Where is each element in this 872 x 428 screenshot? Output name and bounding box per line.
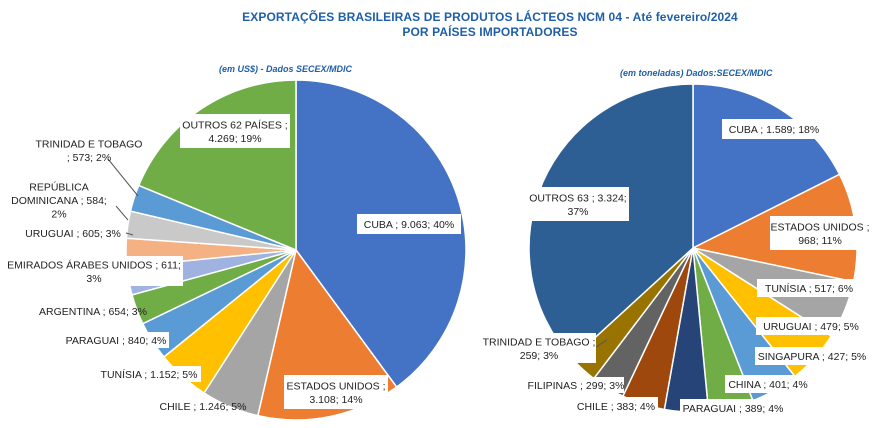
- data-label-uruguai: URUGUAI ; 605; 3%: [25, 228, 121, 240]
- data-label-box: [63, 332, 169, 348]
- leader-line: [115, 205, 129, 221]
- data-label-text: ARGENTINA ; 654; 3%: [39, 306, 147, 318]
- data-label-box: [756, 317, 866, 335]
- pie-right: CUBA ; 1.589; 18% ESTADOS UNIDOS ; 968; 11…: [482, 83, 870, 417]
- data-label-filipinas: FILIPINAS ; 299; 3%: [528, 377, 625, 393]
- data-label-text: SINGAPURA ; 427; 5%: [758, 351, 867, 363]
- data-label-republica-dominicana: REPÚBLICA DOMINICANA ; 584; 2%: [11, 181, 107, 221]
- data-label-text: OUTROS 62 PAÍSES ; 4.269; 19%: [182, 118, 287, 145]
- data-label-text: FILIPINAS ; 299; 3%: [528, 380, 625, 392]
- data-label-text: TRINIDAD E TOBAGO; 573; 2%: [36, 138, 143, 164]
- chart-title-line1: EXPORTAÇÕES BRASILEIRAS DE PRODUTOS LÁCT…: [242, 10, 738, 24]
- data-label-text: TUNÍSIA ; 517; 6%: [765, 282, 853, 295]
- data-label-uruguai: URUGUAI ; 479; 5%: [756, 317, 866, 335]
- data-label-paraguai: PARAGUAI ; 389; 4%: [680, 399, 786, 417]
- data-label-outros-62-paises: OUTROS 62 PAÍSES ; 4.269; 19%: [180, 114, 290, 148]
- data-label-box: [284, 375, 388, 409]
- data-label-box: [770, 216, 870, 250]
- data-label-estados-unidos: ESTADOS UNIDOS ; 3.108; 14%: [284, 375, 388, 409]
- data-label-box: [722, 119, 826, 139]
- data-label-text: CHILE ; 1.246; 5%: [160, 401, 247, 413]
- leader-line: [107, 158, 139, 197]
- data-label-text: TUNÍSIA ; 1.152; 5%: [101, 368, 198, 381]
- data-label-tunisia: TUNÍSIA ; 517; 6%: [757, 279, 861, 297]
- data-label-chile: CHILE ; 1.246; 5%: [160, 401, 247, 413]
- data-label-box: [680, 399, 786, 417]
- data-label-argentina: ARGENTINA ; 654; 3%: [39, 306, 147, 318]
- data-label-text: CUBA ; 1.589; 18%: [729, 124, 819, 136]
- data-label-text: CHINA ; 401; 4%: [728, 379, 807, 391]
- data-label-box: [357, 214, 461, 234]
- data-label-text: PARAGUAI ; 840; 4%: [66, 335, 167, 347]
- data-label-china: CHINA ; 401; 4%: [725, 375, 811, 393]
- data-label-text: REPÚBLICA DOMINICANA ; 584; 2%: [11, 181, 107, 221]
- pie-slice-outros-63: [528, 83, 694, 360]
- data-label-box: [482, 333, 596, 363]
- data-label-text: EMIRADOS ÁRABES UNIDOS ; 611; 3%: [7, 258, 181, 285]
- data-label-emirados-arabes-unidos: EMIRADOS ÁRABES UNIDOS ; 611; 3%: [5, 256, 183, 286]
- data-label-trinidad-e-tobago: TRINIDAD E TOBAGO; 573; 2%: [36, 138, 143, 164]
- data-label-text: OUTROS 63 ; 3.324; 37%: [529, 192, 626, 218]
- data-label-box: [97, 366, 201, 382]
- data-label-box: [757, 279, 861, 297]
- data-label-text: ESTADOS UNIDOS ; 968; 11%: [771, 221, 870, 247]
- data-label-text: URUGUAI ; 605; 3%: [25, 228, 121, 240]
- data-label-box: [755, 347, 869, 365]
- data-label-text: CHILE ; 383; 4%: [577, 401, 655, 413]
- data-label-chile: CHILE ; 383; 4%: [574, 397, 658, 415]
- data-label-tunisia: TUNÍSIA ; 1.152; 5%: [97, 366, 201, 382]
- data-label-text: ESTADOS UNIDOS ; 3.108; 14%: [287, 380, 386, 406]
- data-label-outros-63: OUTROS 63 ; 3.324; 37%: [527, 187, 629, 221]
- data-label-text: TRINIDAD E TOBAGO ; 259; 3%: [483, 336, 596, 362]
- data-label-box: [527, 187, 629, 221]
- data-label-cuba: CUBA ; 9.063; 40%: [357, 214, 461, 234]
- data-label-cuba: CUBA ; 1.589; 18%: [722, 119, 826, 139]
- pie-left-subtitle: (em US$) - Dados SECEX/MDIC: [219, 64, 353, 74]
- data-label-singapura: SINGAPURA ; 427; 5%: [755, 347, 869, 365]
- data-label-trinidad-e-tobago: TRINIDAD E TOBAGO ; 259; 3%: [482, 333, 596, 363]
- data-label-text: PARAGUAI ; 389; 4%: [683, 403, 784, 415]
- data-label-text: URUGUAI ; 479; 5%: [763, 321, 859, 333]
- pie-right-subtitle: (em toneladas) Dados:SECEX/MDIC: [620, 68, 773, 78]
- data-label-paraguai: PARAGUAI ; 840; 4%: [63, 332, 169, 348]
- data-label-box: [180, 114, 290, 148]
- data-label-estados-unidos: ESTADOS UNIDOS ; 968; 11%: [770, 216, 870, 250]
- leader-line: [595, 339, 608, 348]
- pie-left: CUBA ; 9.063; 40% ESTADOS UNIDOS ; 3.108; …: [5, 79, 467, 421]
- data-label-box: [574, 397, 658, 415]
- data-label-text: CUBA ; 9.063; 40%: [364, 219, 454, 231]
- leader-line: [125, 232, 134, 236]
- data-label-box: [725, 375, 811, 393]
- chart-title-line2: POR PAÍSES IMPORTADORES: [402, 25, 578, 39]
- data-label-box: [528, 377, 624, 393]
- data-label-box: [5, 256, 183, 286]
